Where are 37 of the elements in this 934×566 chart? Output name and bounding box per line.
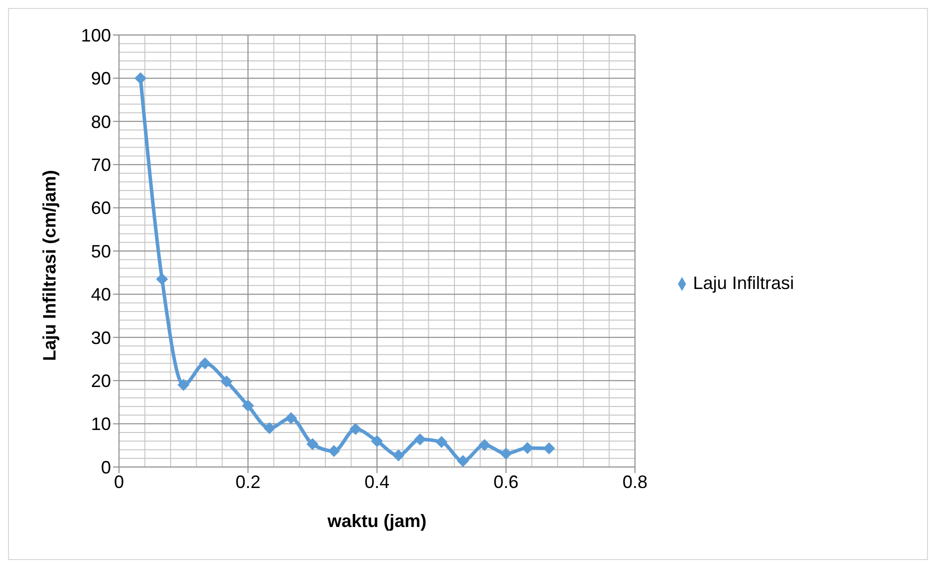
y-tick-label: 90 (90, 68, 111, 89)
y-tick-label: 80 (90, 112, 111, 132)
y-tick-label: 30 (90, 328, 111, 348)
y-axis-title: Laju Infiltrasi (cm/jam) (39, 170, 60, 361)
point (478, 438, 491, 451)
point (543, 442, 556, 454)
point (521, 442, 534, 454)
point (156, 273, 168, 286)
point (306, 438, 318, 450)
legend-label: Laju Infiltrasi (693, 272, 794, 292)
y-tick-label: 40 (90, 284, 111, 305)
point (220, 375, 233, 388)
y-tick-label: 20 (90, 370, 111, 391)
point (371, 435, 383, 448)
point (134, 72, 146, 84)
point (436, 436, 448, 448)
x-tick-label: 0.4 (364, 472, 390, 492)
y-tick-label: 60 (90, 198, 111, 218)
point (285, 412, 298, 424)
point (350, 422, 362, 435)
x-tick-label: 0.8 (622, 472, 648, 492)
point (500, 448, 512, 460)
point (263, 422, 276, 434)
y-tick-label: 50 (90, 241, 111, 262)
point (178, 378, 190, 391)
y-tick-label: 70 (90, 154, 111, 175)
x-tick-label: 0.6 (493, 472, 519, 492)
y-tick-label: 10 (90, 414, 111, 434)
x-tick-label: 0 (114, 472, 124, 492)
y-tick-label: 0 (100, 457, 111, 478)
x-tick-label: 0.2 (235, 472, 261, 492)
point (198, 357, 211, 370)
point (392, 449, 404, 462)
point (456, 454, 469, 467)
x-axis-title: waktu (jam) (326, 511, 427, 531)
point (242, 400, 254, 412)
y-tick-label: 100 (80, 25, 111, 46)
